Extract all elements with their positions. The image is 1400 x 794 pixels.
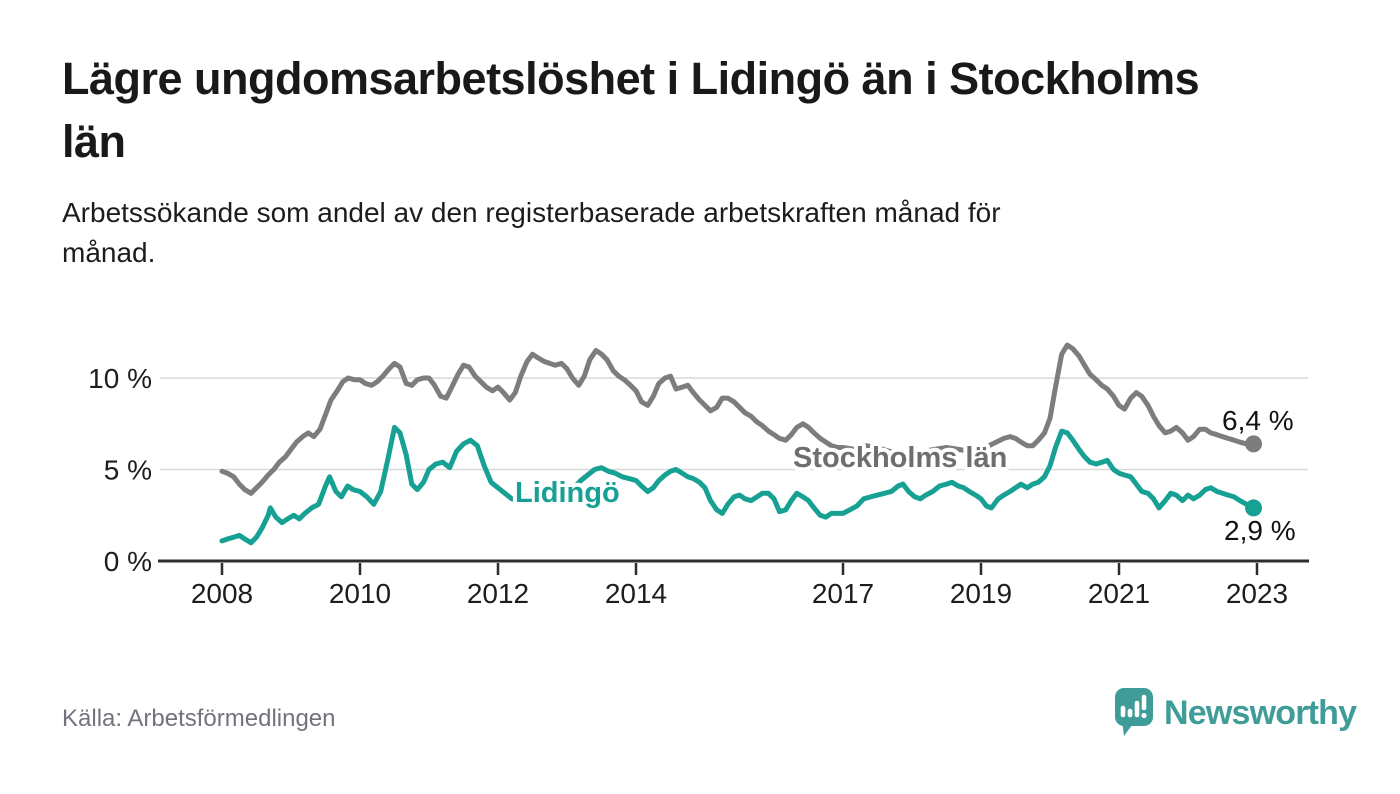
page-title: Lägre ungdomsarbetslöshet i Lidingö än i… xyxy=(62,47,1367,173)
x-tick-label: 2021 xyxy=(1088,578,1150,609)
x-tick-label: 2010 xyxy=(329,578,391,609)
series-inline-label: Stockholms län xyxy=(793,442,1007,474)
x-tick-label: 2017 xyxy=(812,578,874,609)
newsworthy-logo: Newsworthy xyxy=(1115,688,1358,736)
x-tick-label: 2012 xyxy=(467,578,529,609)
series-line-lidingo xyxy=(219,424,1257,546)
series-end-dot xyxy=(1245,435,1263,453)
page-subtitle-line-1: Arbetssökande som andel av den registerb… xyxy=(62,197,1001,228)
series-line-stockholm xyxy=(219,342,1257,496)
y-tick-label: 5 % xyxy=(104,455,152,486)
source-caption: Källa: Arbetsförmedlingen xyxy=(62,705,336,732)
newsworthy-bubble-icon xyxy=(1115,688,1153,736)
page-title-line-2: län xyxy=(62,116,126,167)
x-tick-label: 2008 xyxy=(191,578,253,609)
page-subtitle-line-2: månad. xyxy=(62,237,156,268)
y-tick-label: 0 % xyxy=(104,546,152,577)
series-end-dot xyxy=(1245,499,1263,517)
series-inline-label: Lidingö xyxy=(515,477,620,509)
x-tick-label: 2023 xyxy=(1226,578,1288,609)
series-end-value-label: 2,9 % xyxy=(1224,515,1296,546)
y-tick-label: 10 % xyxy=(88,363,152,394)
page-title-line-1: Lägre ungdomsarbetslöshet i Lidingö än i… xyxy=(62,53,1200,104)
page-subtitle: Arbetssökande som andel av den registerb… xyxy=(62,193,1362,273)
x-tick-label: 2014 xyxy=(605,578,667,609)
newsworthy-wordmark: Newsworthy xyxy=(1164,694,1357,732)
x-tick-label: 2019 xyxy=(950,578,1012,609)
series-end-value-label: 6,4 % xyxy=(1222,405,1294,436)
